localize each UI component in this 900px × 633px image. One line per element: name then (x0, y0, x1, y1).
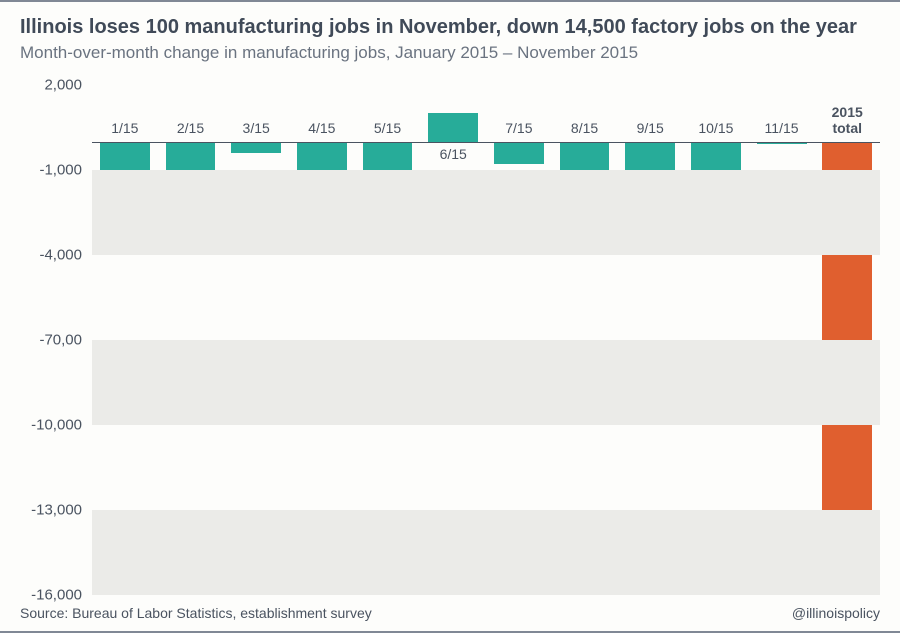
bar-label: 6/15 (440, 146, 467, 162)
bar-label: 2015total (832, 104, 863, 136)
y-tick-label: -4,000 (39, 247, 82, 264)
bar (231, 142, 281, 153)
bar-label: 8/15 (571, 120, 598, 136)
chart-title: Illinois loses 100 manufacturing jobs in… (20, 16, 880, 39)
y-tick-label: -1,000 (39, 162, 82, 179)
grid-band (92, 510, 880, 595)
y-tick-label: -16,000 (31, 587, 82, 604)
y-tick-label: -13,000 (31, 502, 82, 519)
bar (494, 142, 544, 165)
bar-label: 9/15 (637, 120, 664, 136)
chart-footer: Source: Bureau of Labor Statistics, esta… (20, 595, 880, 621)
bar-label: 11/15 (765, 120, 799, 136)
y-tick-label: -70,00 (39, 332, 82, 349)
bar-label: 2/15 (177, 120, 204, 136)
bar-label: 7/15 (505, 120, 532, 136)
bar-label: 5/15 (374, 120, 401, 136)
y-axis: 2,000-1,000-4,000-70,00-10,000-13,000-16… (20, 85, 92, 595)
bar-label: 4/15 (308, 120, 335, 136)
y-tick-label: -10,000 (31, 417, 82, 434)
bar (166, 142, 216, 173)
chart-subtitle: Month-over-month change in manufacturing… (20, 43, 880, 63)
bar-label: 3/15 (243, 120, 270, 136)
handle-text: @illinoispolicy (792, 605, 880, 621)
grid-band (92, 170, 880, 255)
zero-line (92, 142, 880, 143)
grid-band (92, 340, 880, 425)
bar (428, 113, 478, 141)
source-text: Source: Bureau of Labor Statistics, esta… (20, 605, 372, 621)
bar-label: 1/15 (111, 120, 138, 136)
plot-area: 1/15 2/15 3/15 4/15 5/15 6/15 7/15 8/15 9/15 10/1… (92, 85, 880, 595)
bar-label: 10/15 (698, 120, 733, 136)
y-tick-label: 2,000 (44, 77, 82, 94)
chart-area: 2,000-1,000-4,000-70,00-10,000-13,000-16… (20, 85, 880, 595)
chart-container: Illinois loses 100 manufacturing jobs in… (0, 0, 900, 633)
